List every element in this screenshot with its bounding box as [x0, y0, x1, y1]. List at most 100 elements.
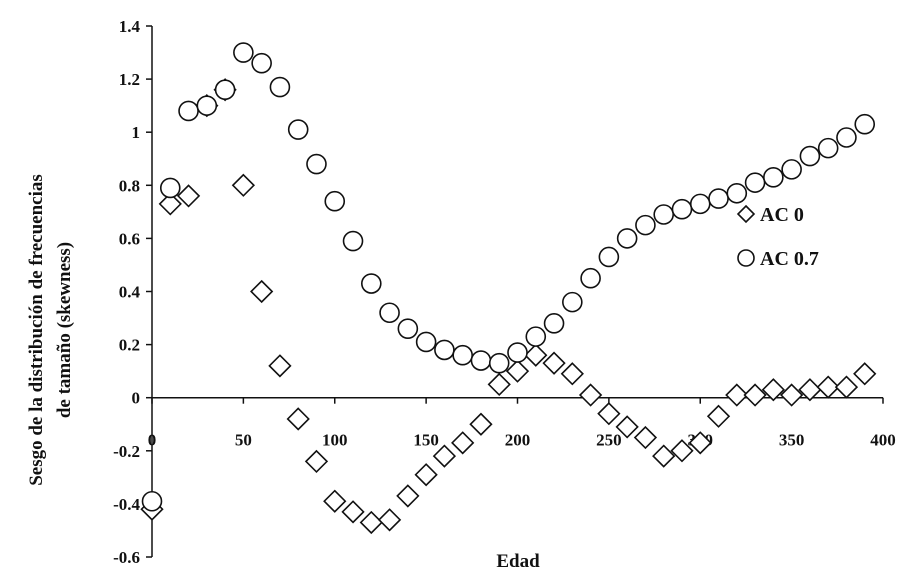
data-point-circle [817, 137, 839, 159]
y-axis-label-line-2: de tamaño (skewness) [54, 242, 75, 418]
y-tick-label: 0 [132, 389, 141, 408]
data-points [140, 42, 877, 535]
data-point-diamond [176, 184, 201, 208]
data-point-circle [196, 95, 218, 116]
y-tick-label: 0.4 [119, 283, 141, 302]
x-tick-label: 400 [870, 431, 896, 450]
data-point-diamond [688, 431, 712, 455]
data-point-circle [671, 198, 693, 220]
data-point-diamond [560, 362, 584, 386]
legend-circle-marker [737, 249, 755, 267]
legend-item-ac07: AC 0.7 [737, 248, 819, 270]
data-point-circle [799, 145, 821, 167]
y-tick-label: 1 [132, 123, 141, 142]
data-point-diamond [487, 372, 511, 397]
data-point-diamond [706, 404, 731, 428]
series-ac07 [141, 42, 876, 512]
y-tick-label: 0.2 [119, 336, 140, 355]
data-point-circle [689, 193, 711, 215]
data-point-circle [379, 302, 400, 324]
data-point-diamond [469, 412, 493, 436]
data-point-diamond [798, 378, 822, 402]
data-point-circle [470, 350, 492, 371]
data-point-diamond [524, 343, 548, 367]
data-point-diamond [670, 439, 694, 463]
data-point-diamond [432, 444, 457, 468]
data-point-circle [178, 100, 199, 122]
data-point-diamond [250, 279, 274, 304]
legend-item-ac0: AC 0 [736, 204, 804, 226]
data-point-circle [616, 228, 638, 249]
legend: AC 0 AC 0.7 [736, 204, 819, 270]
data-point-circle [214, 79, 236, 101]
data-point-diamond [231, 173, 256, 197]
data-point-circle [836, 127, 857, 148]
x-tick-label: 250 [596, 431, 622, 450]
legend-diamond-marker [736, 204, 756, 224]
data-point-diamond [816, 375, 840, 399]
data-point-diamond [286, 407, 310, 431]
y-tick-label: 0.6 [119, 229, 140, 248]
x-tick-label: 50 [235, 431, 252, 450]
data-point-circle [360, 273, 382, 294]
data-point-diamond [597, 401, 621, 426]
data-point-diamond [377, 508, 402, 532]
data-point-diamond [652, 444, 676, 468]
y-axis-label-line-1: Sesgo de la distribución de frecuencias [26, 174, 47, 486]
data-point-diamond [853, 362, 877, 386]
data-point-circle [269, 76, 291, 98]
y-tick-label: -0.2 [113, 442, 140, 461]
series-ac0 [140, 78, 877, 535]
data-point-diamond [268, 354, 292, 378]
data-point-circle [763, 167, 784, 188]
data-point-diamond [578, 383, 603, 407]
data-point-diamond [761, 378, 785, 402]
tick-labels: -0.6 -0.4 -0.2 0 0.2 0.4 0.6 0.8 1 1.2 1.4 0 50 100 15… [113, 17, 896, 567]
data-point-diamond [323, 489, 347, 513]
data-point-circle [159, 177, 181, 199]
data-point-circle [342, 230, 364, 252]
data-point-diamond [615, 415, 639, 439]
data-point-diamond [158, 192, 182, 216]
data-point-circle [233, 42, 254, 63]
x-tick-label: 0 [148, 431, 157, 450]
data-point-circle [324, 190, 346, 212]
data-point-diamond [542, 351, 566, 375]
data-point-circle [141, 490, 163, 512]
y-tick-label: 1.4 [119, 17, 141, 36]
x-tick-label: 200 [505, 431, 531, 450]
y-tick-label: -0.4 [113, 495, 140, 514]
data-point-circle [708, 188, 729, 209]
data-point-circle [306, 153, 327, 175]
data-point-circle [653, 204, 675, 225]
y-tick-label: 1.2 [119, 70, 140, 89]
data-point-diamond [725, 383, 749, 407]
data-point-circle [543, 313, 565, 334]
data-point-circle [525, 326, 547, 347]
data-point-diamond [341, 500, 365, 524]
data-point-circle [434, 339, 455, 361]
data-point-diamond [505, 359, 530, 383]
data-point-circle [562, 291, 583, 313]
data-point-circle [744, 172, 766, 193]
x-tick-label: 350 [779, 431, 805, 450]
data-point-circle [452, 344, 473, 366]
data-point-circle [854, 113, 876, 135]
data-point-diamond [396, 484, 420, 508]
data-point-diamond [743, 383, 767, 407]
x-tick-label: 150 [413, 431, 439, 450]
data-point-circle [781, 159, 802, 180]
data-point-circle [598, 246, 620, 268]
data-point-circle [287, 119, 309, 140]
data-point-circle [397, 318, 419, 339]
data-point-diamond [779, 383, 804, 407]
data-point-circle [635, 214, 656, 236]
data-point-circle [488, 352, 510, 374]
data-point-diamond [451, 431, 475, 455]
data-point-circle [415, 331, 437, 353]
data-point-diamond [633, 425, 658, 450]
data-point-circle [580, 267, 601, 289]
x-tick-label: 100 [322, 431, 348, 450]
data-point-circle [726, 182, 748, 204]
y-tick-label: -0.6 [113, 548, 140, 567]
